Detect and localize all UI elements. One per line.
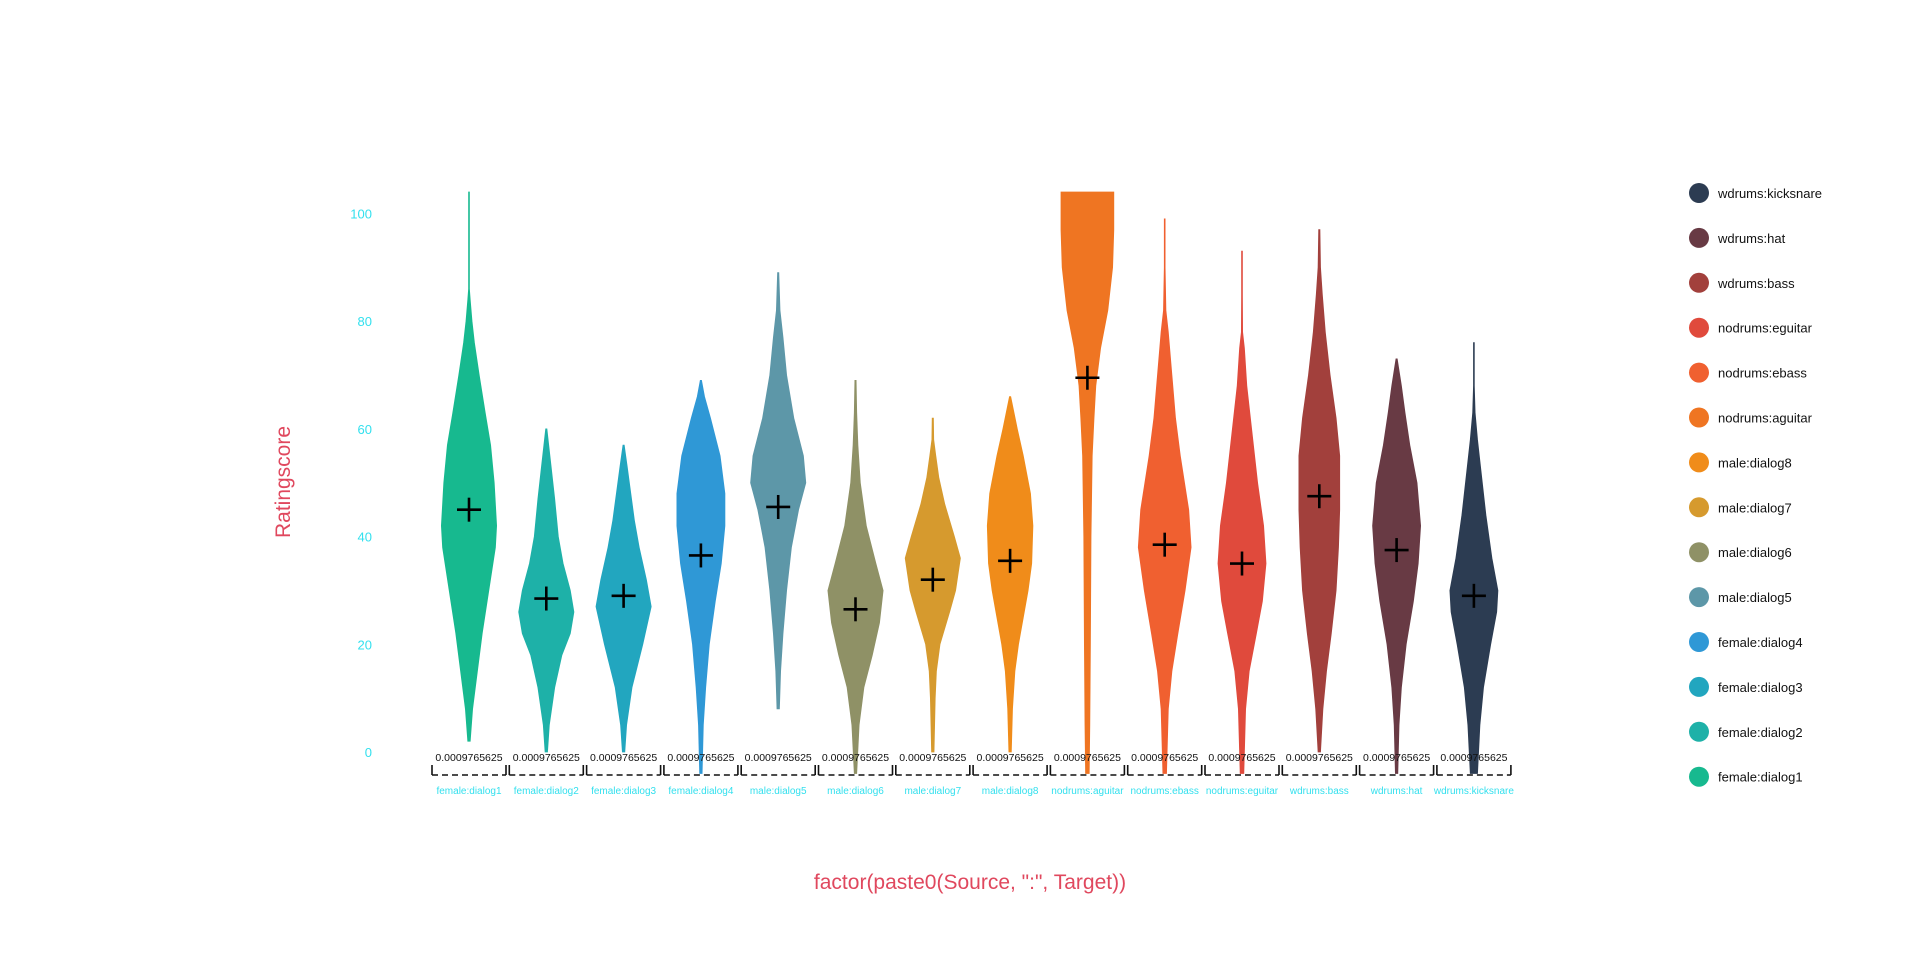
x-tick-label: female:dialog3 [591, 786, 656, 797]
legend-label: male:dialog5 [1718, 590, 1792, 605]
mean-markers [457, 365, 1486, 622]
count-label: 0.0009765625 [435, 752, 502, 764]
violin-male-dialog5 [750, 272, 807, 710]
x-tick-label: female:dialog1 [436, 786, 501, 797]
x-tick-label: male:dialog5 [750, 786, 807, 797]
x-tick-label: male:dialog7 [904, 786, 961, 797]
violin-female-dialog4 [676, 380, 726, 774]
violin-wdrums-kicksnare [1449, 342, 1499, 774]
legend-label: female:dialog2 [1718, 725, 1803, 740]
y-tick-label: 40 [358, 530, 372, 545]
count-label: 0.0009765625 [1054, 752, 1121, 764]
legend-label: wdrums:kicksnare [1717, 186, 1822, 201]
violin-nodrums-ebass [1137, 218, 1192, 774]
y-axis-title: Ratingscore [272, 426, 295, 538]
legend-label: wdrums:bass [1717, 276, 1795, 291]
legend-swatch [1689, 766, 1709, 787]
legend-swatch [1689, 407, 1709, 428]
legend-label: female:dialog3 [1718, 680, 1803, 695]
violin-wdrums-hat [1372, 358, 1422, 774]
count-label: 0.0009765625 [977, 752, 1044, 764]
legend-swatch [1689, 272, 1709, 293]
legend-swatch [1689, 183, 1709, 203]
legend: wdrums:kicksnare wdrums:hat wdrums:bass nod… [1689, 183, 1822, 787]
legend-swatch [1689, 587, 1709, 608]
x-tick-label: wdrums:kicksnare [1433, 786, 1514, 797]
violin-nodrums-eguitar [1217, 250, 1267, 774]
legend-swatch [1689, 317, 1709, 338]
y-tick-label: 0 [365, 745, 372, 760]
x-axis: 0.0009765625 female:dialog1 0.0009765625 fe… [431, 752, 1514, 797]
legend-swatch [1689, 452, 1709, 473]
legend-label: nodrums:aguitar [1718, 411, 1813, 426]
violin-series [440, 191, 1499, 774]
x-tick-label: wdrums:hat [1370, 786, 1423, 797]
violin-male-dialog8 [986, 396, 1034, 753]
count-label: 0.0009765625 [1131, 752, 1198, 764]
legend-label: female:dialog4 [1718, 635, 1803, 650]
y-axis-ticks: 0 20 40 60 80 100 [350, 207, 372, 761]
y-tick-label: 20 [358, 637, 372, 652]
x-tick-label: nodrums:eguitar [1206, 786, 1279, 797]
legend-swatch [1689, 676, 1709, 697]
legend-swatch [1689, 227, 1709, 248]
legend-swatch [1689, 542, 1709, 563]
count-label: 0.0009765625 [513, 752, 580, 764]
x-tick-label: nodrums:aguitar [1051, 786, 1124, 797]
count-label: 0.0009765625 [667, 752, 734, 764]
x-axis-title: factor(paste0(Source, ":", Target)) [814, 871, 1126, 894]
legend-swatch [1689, 721, 1709, 742]
legend-swatch [1689, 497, 1709, 518]
x-tick-label: male:dialog6 [827, 786, 884, 797]
count-label: 0.0009765625 [1363, 752, 1430, 764]
x-tick-label: nodrums:ebass [1131, 786, 1199, 797]
count-label: 0.0009765625 [822, 752, 889, 764]
count-label: 0.0009765625 [590, 752, 657, 764]
legend-label: male:dialog7 [1718, 500, 1792, 515]
violin-nodrums-aguitar [1060, 191, 1115, 774]
legend-swatch [1689, 362, 1709, 383]
legend-label: nodrums:eguitar [1718, 321, 1813, 336]
legend-label: female:dialog1 [1718, 770, 1803, 785]
count-label: 0.0009765625 [1440, 752, 1507, 764]
y-tick-label: 100 [350, 207, 372, 222]
x-tick-label: female:dialog4 [668, 786, 733, 797]
violin-female-dialog1 [440, 191, 498, 742]
x-tick-label: male:dialog8 [982, 786, 1039, 797]
count-label: 0.0009765625 [745, 752, 812, 764]
count-label: 0.0009765625 [1208, 752, 1275, 764]
x-tick-label: wdrums:bass [1289, 786, 1349, 797]
legend-label: nodrums:ebass [1718, 366, 1807, 381]
y-tick-label: 80 [358, 314, 372, 329]
legend-label: male:dialog8 [1718, 455, 1792, 470]
legend-swatch [1689, 632, 1709, 652]
count-label: 0.0009765625 [1286, 752, 1353, 764]
violin-male-dialog6 [827, 380, 884, 774]
y-tick-label: 60 [358, 422, 372, 437]
x-tick-label: female:dialog2 [514, 786, 579, 797]
legend-label: wdrums:hat [1717, 231, 1786, 246]
legend-label: male:dialog6 [1718, 545, 1792, 560]
count-label: 0.0009765625 [899, 752, 966, 764]
